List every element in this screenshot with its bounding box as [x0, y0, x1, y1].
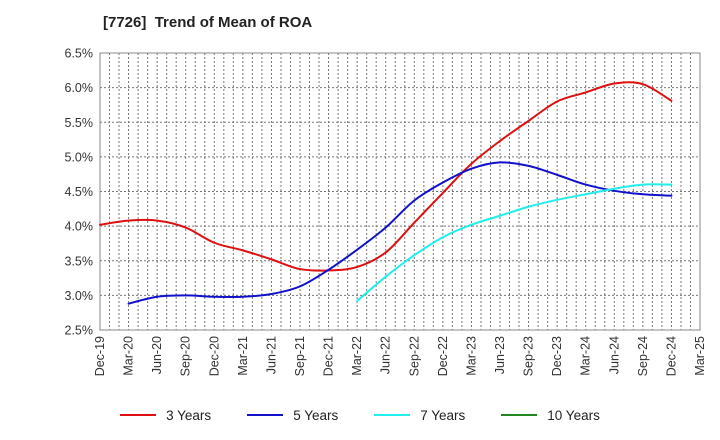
y-tick-label: 6.0%	[65, 81, 94, 95]
series-line-7-years	[356, 183, 673, 302]
y-tick-label: 3.5%	[65, 254, 94, 268]
x-tick-label: Sep-24	[636, 336, 650, 376]
x-tick-label: Mar-23	[464, 336, 478, 376]
x-tick-label: Jun-23	[493, 336, 507, 374]
x-tick-label: Jun-20	[150, 336, 164, 374]
x-tick-label: Jun-22	[379, 336, 393, 374]
legend-swatch	[120, 414, 157, 416]
y-tick-label: 5.0%	[65, 150, 94, 164]
x-tick-label: Sep-21	[293, 336, 307, 376]
legend-label: 5 Years	[293, 407, 339, 423]
legend-swatch	[247, 414, 284, 416]
x-tick-label: Dec-19	[93, 336, 107, 376]
x-tick-label: Sep-22	[407, 336, 421, 376]
x-tick-label: Sep-23	[522, 336, 536, 376]
y-tick-label: 3.0%	[65, 289, 94, 303]
y-tick-label: 6.5%	[65, 47, 94, 61]
plot-area-border	[99, 52, 701, 331]
x-tick-label: Mar-22	[350, 336, 364, 376]
legend-swatch	[374, 414, 411, 416]
x-tick-label: Dec-21	[322, 336, 336, 376]
x-tick-label: Dec-24	[664, 336, 678, 376]
legend-label: 10 Years	[547, 407, 600, 423]
y-tick-label: 4.5%	[65, 185, 94, 199]
x-tick-label: Dec-23	[550, 336, 564, 376]
chart-title: [7726] Trend of Mean of ROA	[103, 14, 313, 31]
x-tick-label: Dec-22	[436, 336, 450, 376]
y-tick-label: 5.5%	[65, 116, 94, 130]
legend-item: 7 Years	[374, 408, 465, 423]
x-tick-label: Dec-20	[207, 336, 221, 376]
x-tick-label: Mar-24	[579, 336, 593, 376]
legend-item: 3 Years	[120, 408, 211, 423]
legend: 3 Years 5 Years 7 Years 10 Years	[0, 404, 720, 426]
legend-label: 3 Years	[166, 407, 212, 423]
series-line-3-years	[99, 81, 673, 272]
legend-swatch	[501, 414, 538, 416]
x-tick-label: Jun-24	[607, 336, 621, 374]
x-tick-label: Mar-20	[122, 336, 136, 376]
series-line-5-years	[127, 161, 673, 305]
legend-label: 7 Years	[420, 407, 466, 423]
legend-item: 10 Years	[501, 408, 600, 423]
y-tick-label: 4.0%	[65, 220, 94, 234]
x-tick-label: Jun-21	[264, 336, 278, 374]
y-tick-label: 2.5%	[65, 324, 94, 338]
x-tick-label: Sep-20	[179, 336, 193, 376]
x-tick-label: Mar-25	[693, 336, 707, 376]
x-tick-label: Mar-21	[236, 336, 250, 376]
legend-item: 5 Years	[247, 408, 338, 423]
